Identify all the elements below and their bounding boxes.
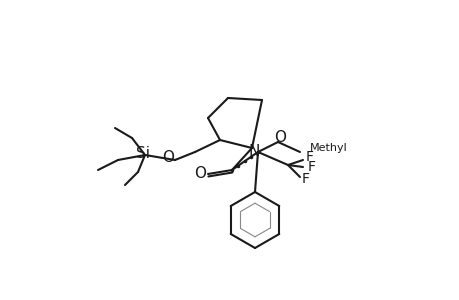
Text: F: F — [305, 150, 313, 164]
Text: F: F — [302, 172, 309, 186]
Text: O: O — [162, 149, 174, 164]
Text: O: O — [274, 130, 285, 145]
Text: N: N — [248, 143, 259, 158]
Text: O: O — [194, 167, 206, 182]
Text: F: F — [308, 160, 315, 174]
Text: Si: Si — [136, 146, 150, 160]
Text: Methyl: Methyl — [309, 143, 347, 153]
